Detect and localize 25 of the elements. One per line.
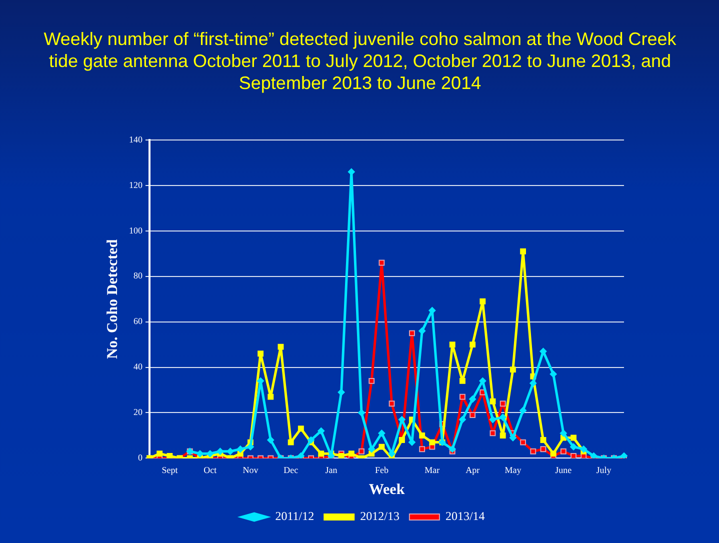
x-tick-label: Oct (204, 464, 218, 475)
x-tick-label: May (504, 464, 522, 475)
x-tick-label: Mar (424, 464, 440, 475)
y-tick-label: 80 (134, 270, 143, 281)
x-tick-label: Nov (242, 464, 259, 475)
x-tick-label: Jan (325, 464, 338, 475)
chart-title: Weekly number of “first-time” detected juvenile coho salmon at the Wood Creek tide gate antenna October 2011 to July 2012, October 2012 to June 2013, and September 2013 to June 2014 (42, 28, 678, 94)
x-tick-label: July (596, 464, 612, 475)
x-tick-label: June (555, 464, 572, 475)
y-tick-label: 140 (129, 134, 143, 144)
x-axis-title: Week (368, 482, 406, 498)
legend-label: 2011/12 (275, 509, 314, 524)
legend-label: 2012/13 (360, 509, 400, 524)
y-tick-label: 60 (134, 316, 143, 326)
x-tick-label: Feb (374, 464, 389, 475)
x-tick-label: Dec (284, 464, 298, 475)
y-tick-label: 20 (134, 407, 143, 418)
y-tick-label: 100 (129, 225, 143, 236)
x-tick-label: Sept (162, 464, 178, 475)
y-axis-title: No. Coho Detected (104, 238, 121, 359)
legend-label: 2013/14 (445, 509, 485, 524)
y-tick-label: 120 (129, 180, 143, 190)
y-tick-label: 0 (138, 452, 143, 463)
x-tick-label: Apr (466, 464, 480, 475)
y-tick-label: 40 (134, 362, 143, 372)
